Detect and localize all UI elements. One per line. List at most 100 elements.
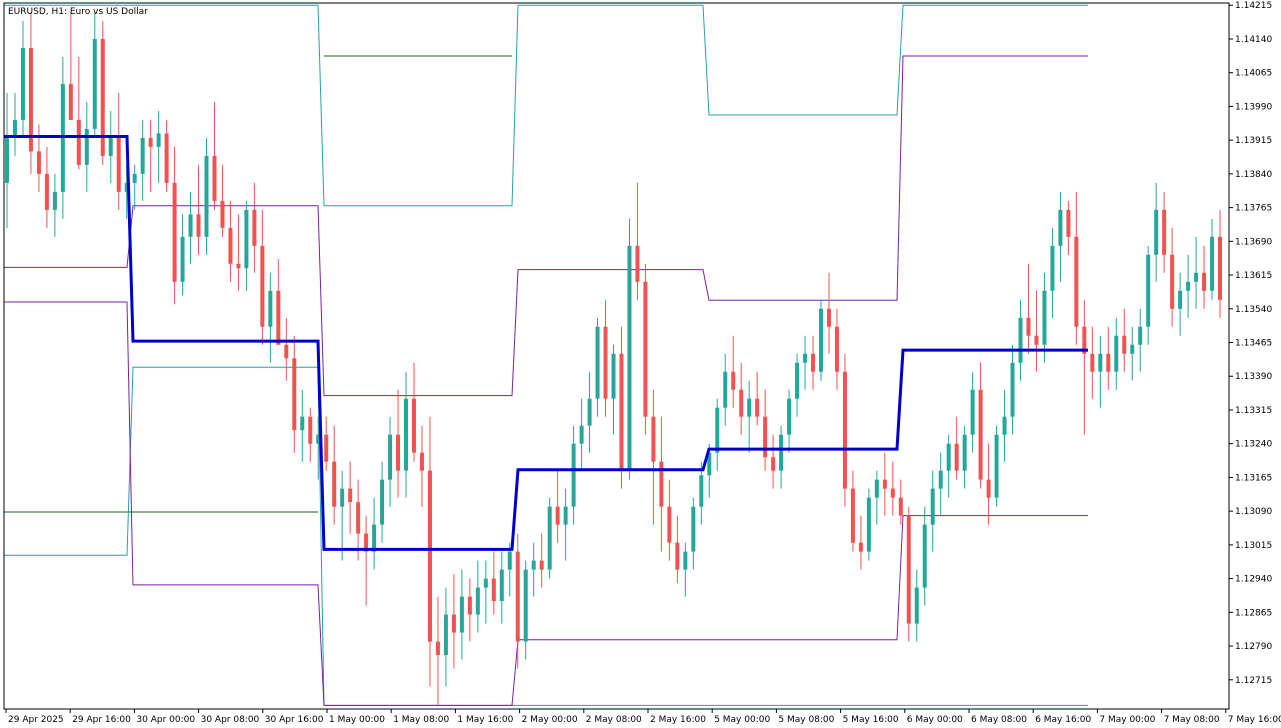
candle bbox=[803, 335, 808, 390]
candle bbox=[180, 214, 185, 296]
y-tick: 1.13015 bbox=[1229, 541, 1272, 551]
candle-body bbox=[1202, 272, 1207, 291]
candle-body bbox=[5, 137, 9, 183]
candle-body bbox=[563, 506, 568, 525]
candle-body bbox=[316, 434, 321, 444]
candle bbox=[755, 371, 760, 426]
candle-body bbox=[1002, 416, 1007, 435]
x-tick: 6 May 08:00 bbox=[968, 709, 1027, 725]
candle bbox=[1130, 326, 1135, 381]
candle-body bbox=[252, 209, 257, 246]
candle bbox=[316, 416, 321, 480]
y-tick: 1.12715 bbox=[1229, 676, 1272, 686]
candle bbox=[739, 362, 744, 435]
candle bbox=[627, 218, 632, 480]
candle-body bbox=[340, 488, 345, 507]
candle bbox=[787, 389, 792, 453]
candle bbox=[276, 259, 281, 345]
candle bbox=[1138, 308, 1143, 372]
candle-body bbox=[204, 155, 209, 237]
candle-body bbox=[228, 227, 233, 264]
y-tick-label: 1.13765 bbox=[1235, 204, 1272, 214]
x-tick-label: 5 May 16:00 bbox=[843, 715, 899, 725]
candle bbox=[635, 182, 640, 300]
candle bbox=[451, 574, 456, 669]
candle bbox=[834, 308, 839, 390]
candle bbox=[300, 389, 305, 462]
y-tick: 1.12940 bbox=[1229, 575, 1272, 585]
candle bbox=[419, 425, 424, 507]
candle-body bbox=[1034, 335, 1039, 345]
candle bbox=[212, 101, 217, 210]
candle-body bbox=[555, 506, 560, 525]
candle-body bbox=[547, 506, 552, 570]
y-tick-label: 1.13990 bbox=[1235, 102, 1272, 112]
x-tick: 6 May 00:00 bbox=[904, 709, 963, 725]
candle bbox=[100, 20, 105, 165]
candle bbox=[970, 371, 975, 453]
candle-body bbox=[380, 479, 385, 525]
x-tick: 2 May 00:00 bbox=[519, 709, 578, 725]
candle bbox=[523, 560, 528, 660]
plot-border bbox=[3, 2, 1230, 710]
candle bbox=[858, 515, 863, 570]
x-tick: 6 May 16:00 bbox=[1032, 709, 1091, 725]
candle bbox=[1090, 326, 1095, 399]
candle-body bbox=[755, 398, 760, 417]
candle-body bbox=[148, 137, 153, 147]
y-tick: 1.14140 bbox=[1229, 35, 1272, 45]
y-tick: 1.13765 bbox=[1229, 204, 1272, 214]
candle-body bbox=[451, 614, 456, 633]
candle-body bbox=[332, 461, 337, 507]
x-tick: 5 May 08:00 bbox=[775, 709, 835, 725]
candle-body bbox=[44, 173, 49, 210]
candle bbox=[172, 146, 177, 305]
y-tick-label: 1.12865 bbox=[1235, 608, 1272, 618]
candle bbox=[946, 434, 951, 498]
y-tick: 1.14065 bbox=[1229, 69, 1272, 79]
candle-body bbox=[1162, 209, 1167, 255]
candle bbox=[92, 11, 97, 138]
pivot-line bbox=[4, 135, 1088, 551]
candle bbox=[826, 272, 831, 354]
candle bbox=[1066, 200, 1071, 255]
candle bbox=[771, 434, 776, 489]
candle-body bbox=[116, 137, 121, 192]
candle bbox=[1218, 209, 1223, 318]
x-tick-label: 6 May 08:00 bbox=[971, 715, 1027, 725]
candle bbox=[1034, 290, 1039, 372]
candle bbox=[380, 461, 385, 543]
candle bbox=[675, 515, 680, 584]
y-tick-label: 1.13090 bbox=[1235, 507, 1272, 517]
candle bbox=[1050, 227, 1055, 318]
candle-body bbox=[571, 443, 576, 507]
candle bbox=[388, 416, 393, 507]
candle-body bbox=[890, 488, 895, 498]
x-tick-label: 6 May 00:00 bbox=[907, 715, 963, 725]
candle-body bbox=[1082, 326, 1087, 354]
y-tick-label: 1.13165 bbox=[1235, 473, 1272, 483]
candle-body bbox=[1154, 209, 1159, 255]
candle bbox=[324, 416, 329, 471]
candle-body bbox=[866, 497, 871, 552]
axes-layer bbox=[3, 2, 1230, 710]
candle bbox=[779, 425, 784, 489]
y-tick: 1.13465 bbox=[1229, 339, 1272, 349]
candle bbox=[978, 362, 983, 489]
candle bbox=[164, 119, 169, 192]
candle bbox=[611, 344, 616, 435]
y-tick: 1.13615 bbox=[1229, 271, 1272, 281]
x-tick: 2 May 08:00 bbox=[583, 709, 642, 725]
candle bbox=[547, 497, 552, 579]
candle bbox=[1122, 308, 1127, 372]
candle bbox=[236, 214, 241, 291]
candle-body bbox=[667, 506, 672, 543]
candle-body bbox=[579, 425, 584, 444]
candle bbox=[28, 11, 33, 174]
candle-body bbox=[196, 214, 201, 237]
candle bbox=[898, 479, 903, 525]
x-tick-label: 6 May 16:00 bbox=[1035, 715, 1091, 725]
candle-body bbox=[922, 524, 927, 588]
candle-body bbox=[1042, 290, 1047, 345]
